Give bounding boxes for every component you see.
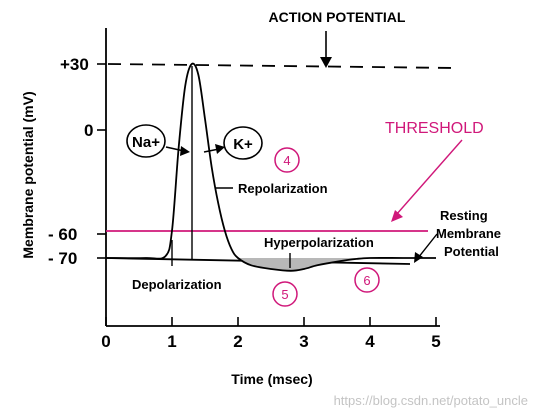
watermark: https://blog.csdn.net/potato_uncle [334, 393, 528, 408]
y-tick-label: +30 [60, 55, 89, 74]
depolarization-label: Depolarization [132, 277, 222, 292]
x-axis-label: Time (msec) [231, 371, 312, 387]
x-tick-label: 2 [233, 332, 242, 351]
resting-label-2: Membrane [436, 226, 501, 241]
title-arrow-head [320, 57, 332, 68]
action-potential-curve [105, 62, 436, 272]
na-ion-circle [126, 124, 166, 158]
resting-label-3: Potential [444, 244, 499, 259]
na-arrow-head [180, 146, 190, 156]
x-tick-label: 4 [365, 332, 375, 351]
k-arrow-head [215, 144, 225, 154]
resting-label-1: Resting [440, 208, 488, 223]
x-tick-label: 5 [431, 332, 440, 351]
phase-4-circle [274, 147, 300, 173]
threshold-arrow-head [391, 210, 403, 222]
y-axis-label: Membrane potential (mV) [20, 91, 36, 258]
x-ticks: 0 1 2 3 4 5 [101, 317, 441, 351]
resting-arrow-shaft [417, 233, 438, 259]
x-tick-label: 0 [101, 332, 110, 351]
phase-5-label: 5 [281, 287, 288, 302]
peak-dashed-line [107, 63, 457, 69]
phase-6-circle [354, 267, 380, 293]
k-ion-circle [223, 126, 263, 160]
threshold-label: THRESHOLD [385, 120, 484, 137]
chart-title: ACTION POTENTIAL [269, 9, 406, 25]
y-tick-label: - 70 [48, 249, 77, 268]
phase-4-label: 4 [283, 153, 290, 168]
x-tick-label: 1 [167, 332, 176, 351]
y-tick-label: - 60 [48, 225, 77, 244]
threshold-arrow-shaft [395, 139, 463, 216]
phase-5-circle [272, 281, 298, 307]
y-tick-label: 0 [84, 121, 93, 140]
k-ion-label: K+ [233, 136, 253, 153]
repolarization-label: Repolarization [238, 181, 328, 196]
resting-arrow-head [414, 252, 423, 263]
x-tick-label: 3 [299, 332, 308, 351]
phase-6-label: 6 [363, 273, 370, 288]
na-ion-label: Na+ [132, 134, 160, 151]
hyperpolarization-label: Hyperpolarization [264, 235, 374, 250]
